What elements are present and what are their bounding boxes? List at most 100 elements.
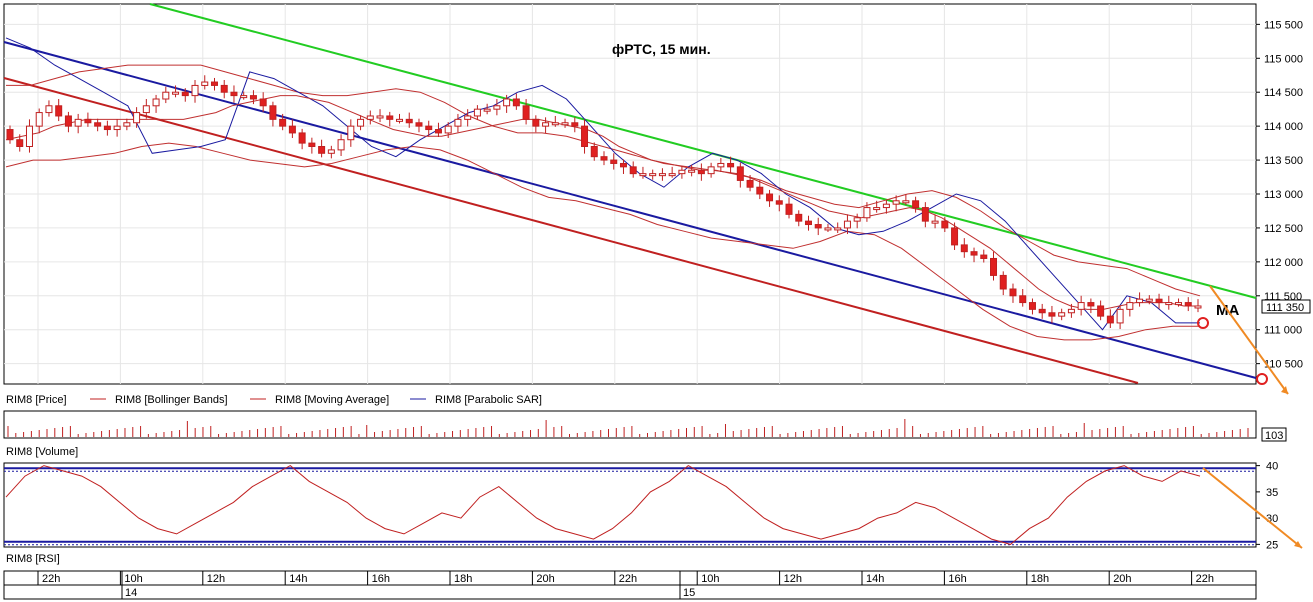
day-label: 14	[125, 587, 137, 599]
candle	[590, 142, 598, 161]
candle	[279, 113, 287, 131]
legend-bollinger: RIM8 [Bollinger Bands]	[115, 394, 228, 406]
candle	[35, 108, 43, 134]
candle	[1126, 297, 1134, 317]
candle	[1136, 292, 1144, 307]
candle	[1077, 295, 1085, 316]
candle	[6, 125, 14, 144]
volume-panel-label: RIM8 [Volume]	[6, 446, 78, 458]
candle	[1028, 298, 1036, 315]
bollinger-upper	[6, 64, 1201, 297]
candle	[1106, 309, 1114, 329]
candle	[142, 99, 150, 119]
candle	[16, 134, 24, 152]
candle	[921, 202, 929, 228]
candle	[1165, 295, 1173, 310]
volume-bars	[7, 419, 1249, 437]
candle	[162, 86, 170, 104]
rsi-tick-label: 40	[1266, 461, 1278, 473]
moving-average-line	[5, 95, 1200, 310]
candle	[610, 153, 618, 170]
legend-sar: RIM8 [Parabolic SAR]	[435, 394, 542, 406]
candle	[103, 120, 111, 136]
time-tick-label: 12h	[784, 573, 802, 585]
candle	[318, 139, 326, 158]
candle	[464, 109, 472, 127]
candle	[824, 223, 832, 232]
candle	[1038, 303, 1046, 319]
candle	[853, 213, 861, 229]
candle	[970, 247, 978, 263]
candle	[941, 217, 949, 232]
legend: RIM8 [Price] RIM8 [Bollinger Bands] RIM8…	[6, 394, 542, 406]
candle	[1145, 295, 1153, 305]
volume-last-label: 103	[1265, 430, 1283, 442]
candle	[561, 118, 569, 128]
trend-line-green	[149, 3, 1257, 299]
candle	[172, 85, 180, 98]
time-tick-label: 22h	[1196, 573, 1214, 585]
candle	[64, 111, 72, 133]
rsi-panel-label: RIM8 [RSI]	[6, 553, 60, 565]
chart-title: фРТС, 15 мин.	[612, 41, 711, 57]
price-tick-label: 112 000	[1264, 257, 1303, 269]
candle	[1019, 289, 1027, 307]
candle	[94, 118, 102, 132]
candle	[473, 105, 481, 121]
candle	[649, 169, 657, 180]
trend-lines	[3, 3, 1257, 384]
candle	[980, 249, 988, 263]
moving-average	[5, 95, 1200, 310]
candle	[902, 194, 910, 205]
candle	[688, 164, 696, 177]
candle	[425, 120, 433, 137]
candle	[434, 122, 442, 137]
candle	[668, 166, 676, 178]
candle	[727, 156, 735, 173]
candle	[717, 158, 725, 172]
forecast-arrows	[1209, 285, 1289, 395]
candle	[201, 75, 209, 90]
candle	[84, 112, 92, 127]
parabolic-sar-line	[5, 37, 1200, 331]
candle	[483, 103, 491, 115]
price-tick-label: 110 500	[1264, 359, 1303, 371]
candle	[1155, 293, 1163, 309]
candle	[697, 163, 705, 181]
candle	[366, 110, 374, 125]
candle	[396, 113, 404, 124]
candle	[571, 117, 579, 133]
time-tick-label: 18h	[454, 573, 472, 585]
candle	[834, 222, 842, 234]
candle	[240, 91, 248, 100]
candle	[386, 111, 394, 127]
candle	[522, 99, 530, 125]
time-axis: 22h 10h 12h 14h 16h 18h 20h 22h 10h 12h 14h 16h 18h 2…	[3, 570, 1257, 600]
candle	[74, 113, 82, 134]
candle	[843, 214, 851, 235]
time-tick-label: 16h	[372, 573, 390, 585]
rsi-series	[5, 464, 1201, 545]
candle	[230, 85, 238, 103]
trend-line-blue	[3, 41, 1257, 379]
trend-line-red	[3, 77, 1139, 384]
candle	[542, 117, 550, 134]
candle	[298, 128, 306, 150]
legend-price: RIM8 [Price]	[6, 394, 67, 406]
candle	[1087, 298, 1095, 314]
candle	[931, 214, 939, 229]
time-tick-label: 10h	[124, 573, 142, 585]
candle	[804, 215, 812, 231]
price-axis: 115 500 115 000 114 500 114 000 113 500 113 0…	[1256, 19, 1303, 371]
ma-end-marker	[1197, 317, 1209, 329]
candle	[892, 195, 900, 212]
candle	[551, 115, 559, 127]
price-tick-label: 112 500	[1264, 223, 1303, 235]
volume-last-box	[1261, 427, 1287, 442]
candle	[999, 271, 1007, 296]
candle	[415, 118, 423, 133]
candle	[249, 90, 257, 105]
last-price-label: 111 350	[1266, 302, 1304, 314]
time-tick-label: 14h	[289, 573, 307, 585]
candle	[191, 80, 199, 103]
